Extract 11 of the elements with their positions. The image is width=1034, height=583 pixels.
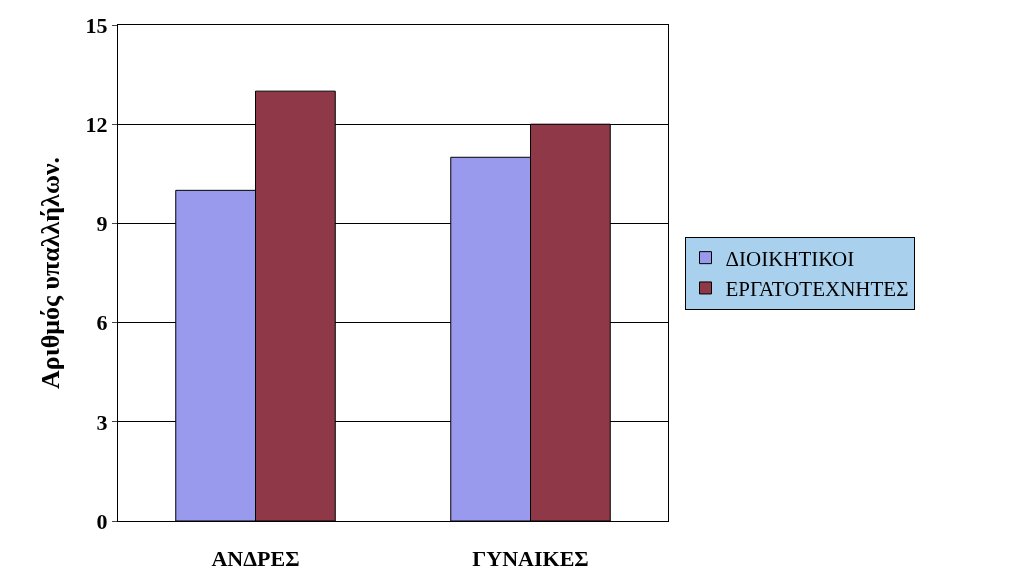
legend-label: ΕΡΓΑΤΟΤΕΧΝΗΤΕΣ [725, 277, 909, 302]
x-tick-label: ΓΥΝΑΙΚΕΣ [472, 546, 589, 572]
y-tick-label: 9 [96, 211, 108, 237]
y-tick-label: 6 [96, 310, 108, 336]
legend-label: ΔΙΟΙΚΗΤΙΚΟΙ [725, 246, 855, 271]
y-tick-label: 15 [85, 12, 108, 38]
y-tick-label: 0 [96, 508, 108, 534]
y-axis-title: Αριθμός υπαλλήλων. [36, 157, 65, 389]
x-tick-label: ΑΝΔΡΕΣ [211, 546, 300, 572]
y-tick-label: 3 [96, 409, 108, 435]
y-tick-label: 12 [85, 111, 108, 137]
